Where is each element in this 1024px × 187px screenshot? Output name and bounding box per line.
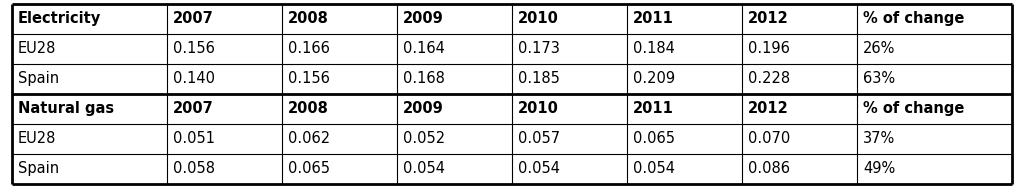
Text: 0.156: 0.156	[173, 41, 215, 56]
Bar	[12, 33, 167, 64]
Bar	[397, 4, 512, 33]
Text: EU28: EU28	[18, 131, 56, 146]
Text: 49%: 49%	[863, 161, 895, 176]
Bar	[627, 123, 742, 154]
Text: 0.184: 0.184	[633, 41, 675, 56]
Text: 0.164: 0.164	[403, 41, 444, 56]
Text: EU28: EU28	[18, 41, 56, 56]
Text: 0.070: 0.070	[748, 131, 791, 146]
Text: 2008: 2008	[288, 11, 329, 26]
Text: % of change: % of change	[863, 101, 965, 116]
Text: 0.057: 0.057	[518, 131, 560, 146]
Text: 0.166: 0.166	[288, 41, 330, 56]
Bar	[627, 4, 742, 33]
Bar	[742, 4, 857, 33]
Text: 0.065: 0.065	[633, 131, 675, 146]
Text: Spain: Spain	[18, 71, 59, 86]
Text: 0.054: 0.054	[403, 161, 445, 176]
Bar	[12, 154, 167, 183]
Bar	[282, 64, 397, 94]
Bar	[167, 64, 282, 94]
Bar	[742, 123, 857, 154]
Text: 37%: 37%	[863, 131, 895, 146]
Bar	[397, 94, 512, 123]
Bar	[627, 33, 742, 64]
Bar	[397, 123, 512, 154]
Bar	[512, 33, 627, 64]
Bar	[742, 94, 857, 123]
Text: 0.065: 0.065	[288, 161, 330, 176]
Text: 2009: 2009	[403, 101, 443, 116]
Bar	[857, 4, 1012, 33]
Text: 2010: 2010	[518, 11, 559, 26]
Bar	[167, 94, 282, 123]
Text: 2008: 2008	[288, 101, 329, 116]
Bar	[857, 33, 1012, 64]
Text: 2007: 2007	[173, 11, 214, 26]
Text: 0.086: 0.086	[748, 161, 790, 176]
Text: Spain: Spain	[18, 161, 59, 176]
Bar	[512, 94, 627, 123]
Bar	[12, 64, 167, 94]
Bar	[857, 123, 1012, 154]
Bar	[282, 123, 397, 154]
Bar	[512, 64, 627, 94]
Text: 0.168: 0.168	[403, 71, 444, 86]
Bar	[167, 123, 282, 154]
Bar	[12, 94, 167, 123]
Bar	[397, 33, 512, 64]
Text: 2009: 2009	[403, 11, 443, 26]
Bar	[627, 64, 742, 94]
Text: 63%: 63%	[863, 71, 895, 86]
Bar	[512, 154, 627, 183]
Text: 2007: 2007	[173, 101, 214, 116]
Bar	[282, 94, 397, 123]
Text: 2012: 2012	[748, 11, 788, 26]
Bar	[512, 4, 627, 33]
Text: 0.058: 0.058	[173, 161, 215, 176]
Text: 0.054: 0.054	[633, 161, 675, 176]
Bar	[282, 33, 397, 64]
Bar	[167, 4, 282, 33]
Bar	[627, 94, 742, 123]
Text: 2011: 2011	[633, 11, 674, 26]
Text: 2010: 2010	[518, 101, 559, 116]
Text: 0.196: 0.196	[748, 41, 790, 56]
Bar	[12, 123, 167, 154]
Bar	[282, 4, 397, 33]
Text: 0.185: 0.185	[518, 71, 560, 86]
Text: Electricity: Electricity	[18, 11, 101, 26]
Text: 0.062: 0.062	[288, 131, 330, 146]
Text: 0.054: 0.054	[518, 161, 560, 176]
Bar	[167, 154, 282, 183]
Bar	[397, 154, 512, 183]
Text: Natural gas: Natural gas	[18, 101, 114, 116]
Text: 0.051: 0.051	[173, 131, 215, 146]
Bar	[742, 154, 857, 183]
Bar	[742, 33, 857, 64]
Bar	[627, 154, 742, 183]
Bar	[857, 64, 1012, 94]
Text: 26%: 26%	[863, 41, 895, 56]
Text: % of change: % of change	[863, 11, 965, 26]
Text: 0.052: 0.052	[403, 131, 445, 146]
Text: 0.140: 0.140	[173, 71, 215, 86]
Text: 0.209: 0.209	[633, 71, 675, 86]
Bar	[857, 154, 1012, 183]
Bar	[742, 64, 857, 94]
Text: 0.156: 0.156	[288, 71, 330, 86]
Bar	[282, 154, 397, 183]
Text: 0.228: 0.228	[748, 71, 791, 86]
Bar	[12, 4, 167, 33]
Text: 2012: 2012	[748, 101, 788, 116]
Bar	[857, 94, 1012, 123]
Text: 0.173: 0.173	[518, 41, 560, 56]
Text: 2011: 2011	[633, 101, 674, 116]
Bar	[397, 64, 512, 94]
Bar	[512, 123, 627, 154]
Bar	[167, 33, 282, 64]
